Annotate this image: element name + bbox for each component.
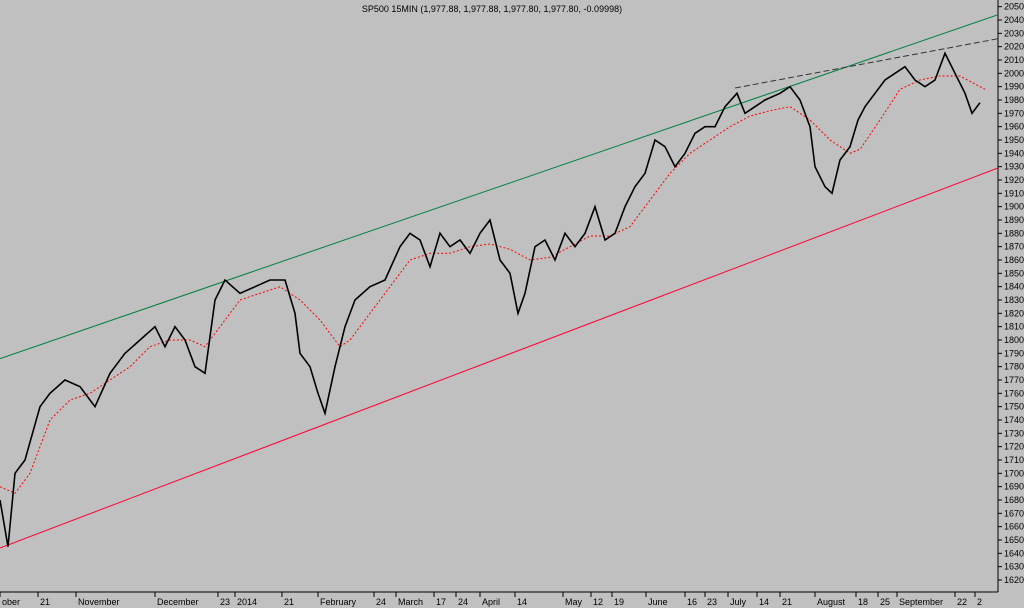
plot: [0, 14, 998, 549]
y-tick-label: 1640: [1004, 548, 1024, 558]
y-tick-label: 1760: [1004, 388, 1024, 398]
y-tick-label: 1770: [1004, 375, 1024, 385]
x-tick-label: April: [482, 597, 500, 607]
y-tick-label: 1650: [1004, 535, 1024, 545]
y-tick-label: 1690: [1004, 482, 1024, 492]
x-tick-label: March: [398, 597, 423, 607]
y-tick-label: 1680: [1004, 495, 1024, 505]
series-line: [0, 75, 986, 494]
y-tick-label: 2030: [1004, 28, 1024, 38]
x-tick-label: 2: [977, 597, 982, 607]
y-tick-label: 1910: [1004, 188, 1024, 198]
y-tick-label: 1850: [1004, 268, 1024, 278]
y-tick-label: 1840: [1004, 282, 1024, 292]
x-tick-label: ober: [2, 597, 20, 607]
y-tick-label: 1630: [1004, 562, 1024, 572]
y-tick-label: 1800: [1004, 335, 1024, 345]
x-tick-label: 23: [707, 597, 717, 607]
y-tick-label: 1810: [1004, 322, 1024, 332]
chart-title: SP500 15MIN (1,977.88, 1,977.88, 1,977.8…: [362, 4, 622, 14]
y-tick-label: 1730: [1004, 428, 1024, 438]
y-tick-label: 2010: [1004, 55, 1024, 65]
y-tick-label: 1700: [1004, 468, 1024, 478]
x-tick-label: 22: [957, 597, 967, 607]
y-tick-label: 1740: [1004, 415, 1024, 425]
x-tick-label: 25: [880, 597, 890, 607]
y-tick-label: 1620: [1004, 575, 1024, 585]
x-tick-label: November: [78, 597, 120, 607]
x-tick-label: 14: [517, 597, 527, 607]
y-tick-label: 1970: [1004, 108, 1024, 118]
y-tick-label: 1710: [1004, 455, 1024, 465]
x-tick-label: 2014: [237, 597, 257, 607]
x-tick-label: 14: [759, 597, 769, 607]
x-tick-label: 23: [220, 597, 230, 607]
y-tick-label: 2040: [1004, 15, 1024, 25]
series-line: [0, 51, 981, 547]
x-tick-label: December: [157, 597, 199, 607]
y-tick-label: 1900: [1004, 202, 1024, 212]
series-line: [0, 167, 998, 549]
y-tick-label: 1960: [1004, 122, 1024, 132]
y-tick-label: 1990: [1004, 82, 1024, 92]
x-tick-label: 24: [458, 597, 468, 607]
y-tick-label: 1980: [1004, 95, 1024, 105]
x-tick-label: 12: [593, 597, 603, 607]
y-tick-label: 1890: [1004, 215, 1024, 225]
x-tick-label: 24: [376, 597, 386, 607]
x-tick-label: July: [730, 597, 747, 607]
x-tick-label: September: [899, 597, 943, 607]
x-tick-label: August: [817, 597, 846, 607]
x-tick-label: May: [565, 597, 583, 607]
y-tick-label: 1860: [1004, 255, 1024, 265]
y-tick-label: 1940: [1004, 148, 1024, 158]
y-tick-label: 1880: [1004, 228, 1024, 238]
x-tick-label: 16: [687, 597, 697, 607]
y-tick-label: 2000: [1004, 68, 1024, 78]
y-tick-label: 1930: [1004, 162, 1024, 172]
x-tick-label: 21: [284, 597, 294, 607]
y-tick-label: 2050: [1004, 2, 1024, 12]
x-tick-label: 21: [782, 597, 792, 607]
y-tick-label: 1670: [1004, 508, 1024, 518]
y-tick-label: 1950: [1004, 135, 1024, 145]
y-tick-label: 1790: [1004, 348, 1024, 358]
x-tick-label: February: [320, 597, 357, 607]
y-tick-label: 1830: [1004, 295, 1024, 305]
x-tick-label: 19: [614, 597, 624, 607]
x-tick-label: June: [648, 597, 668, 607]
x-tick-label: 21: [40, 597, 50, 607]
x-tick-label: 18: [858, 597, 868, 607]
y-tick-label: 2020: [1004, 42, 1024, 52]
y-tick-label: 1660: [1004, 522, 1024, 532]
y-tick-label: 1820: [1004, 308, 1024, 318]
y-tick-label: 1720: [1004, 442, 1024, 452]
y-tick-label: 1870: [1004, 242, 1024, 252]
series-line: [0, 14, 998, 360]
y-tick-label: 1920: [1004, 175, 1024, 185]
x-tick-label: 17: [436, 597, 446, 607]
y-tick-label: 1750: [1004, 402, 1024, 412]
y-tick-label: 1780: [1004, 362, 1024, 372]
